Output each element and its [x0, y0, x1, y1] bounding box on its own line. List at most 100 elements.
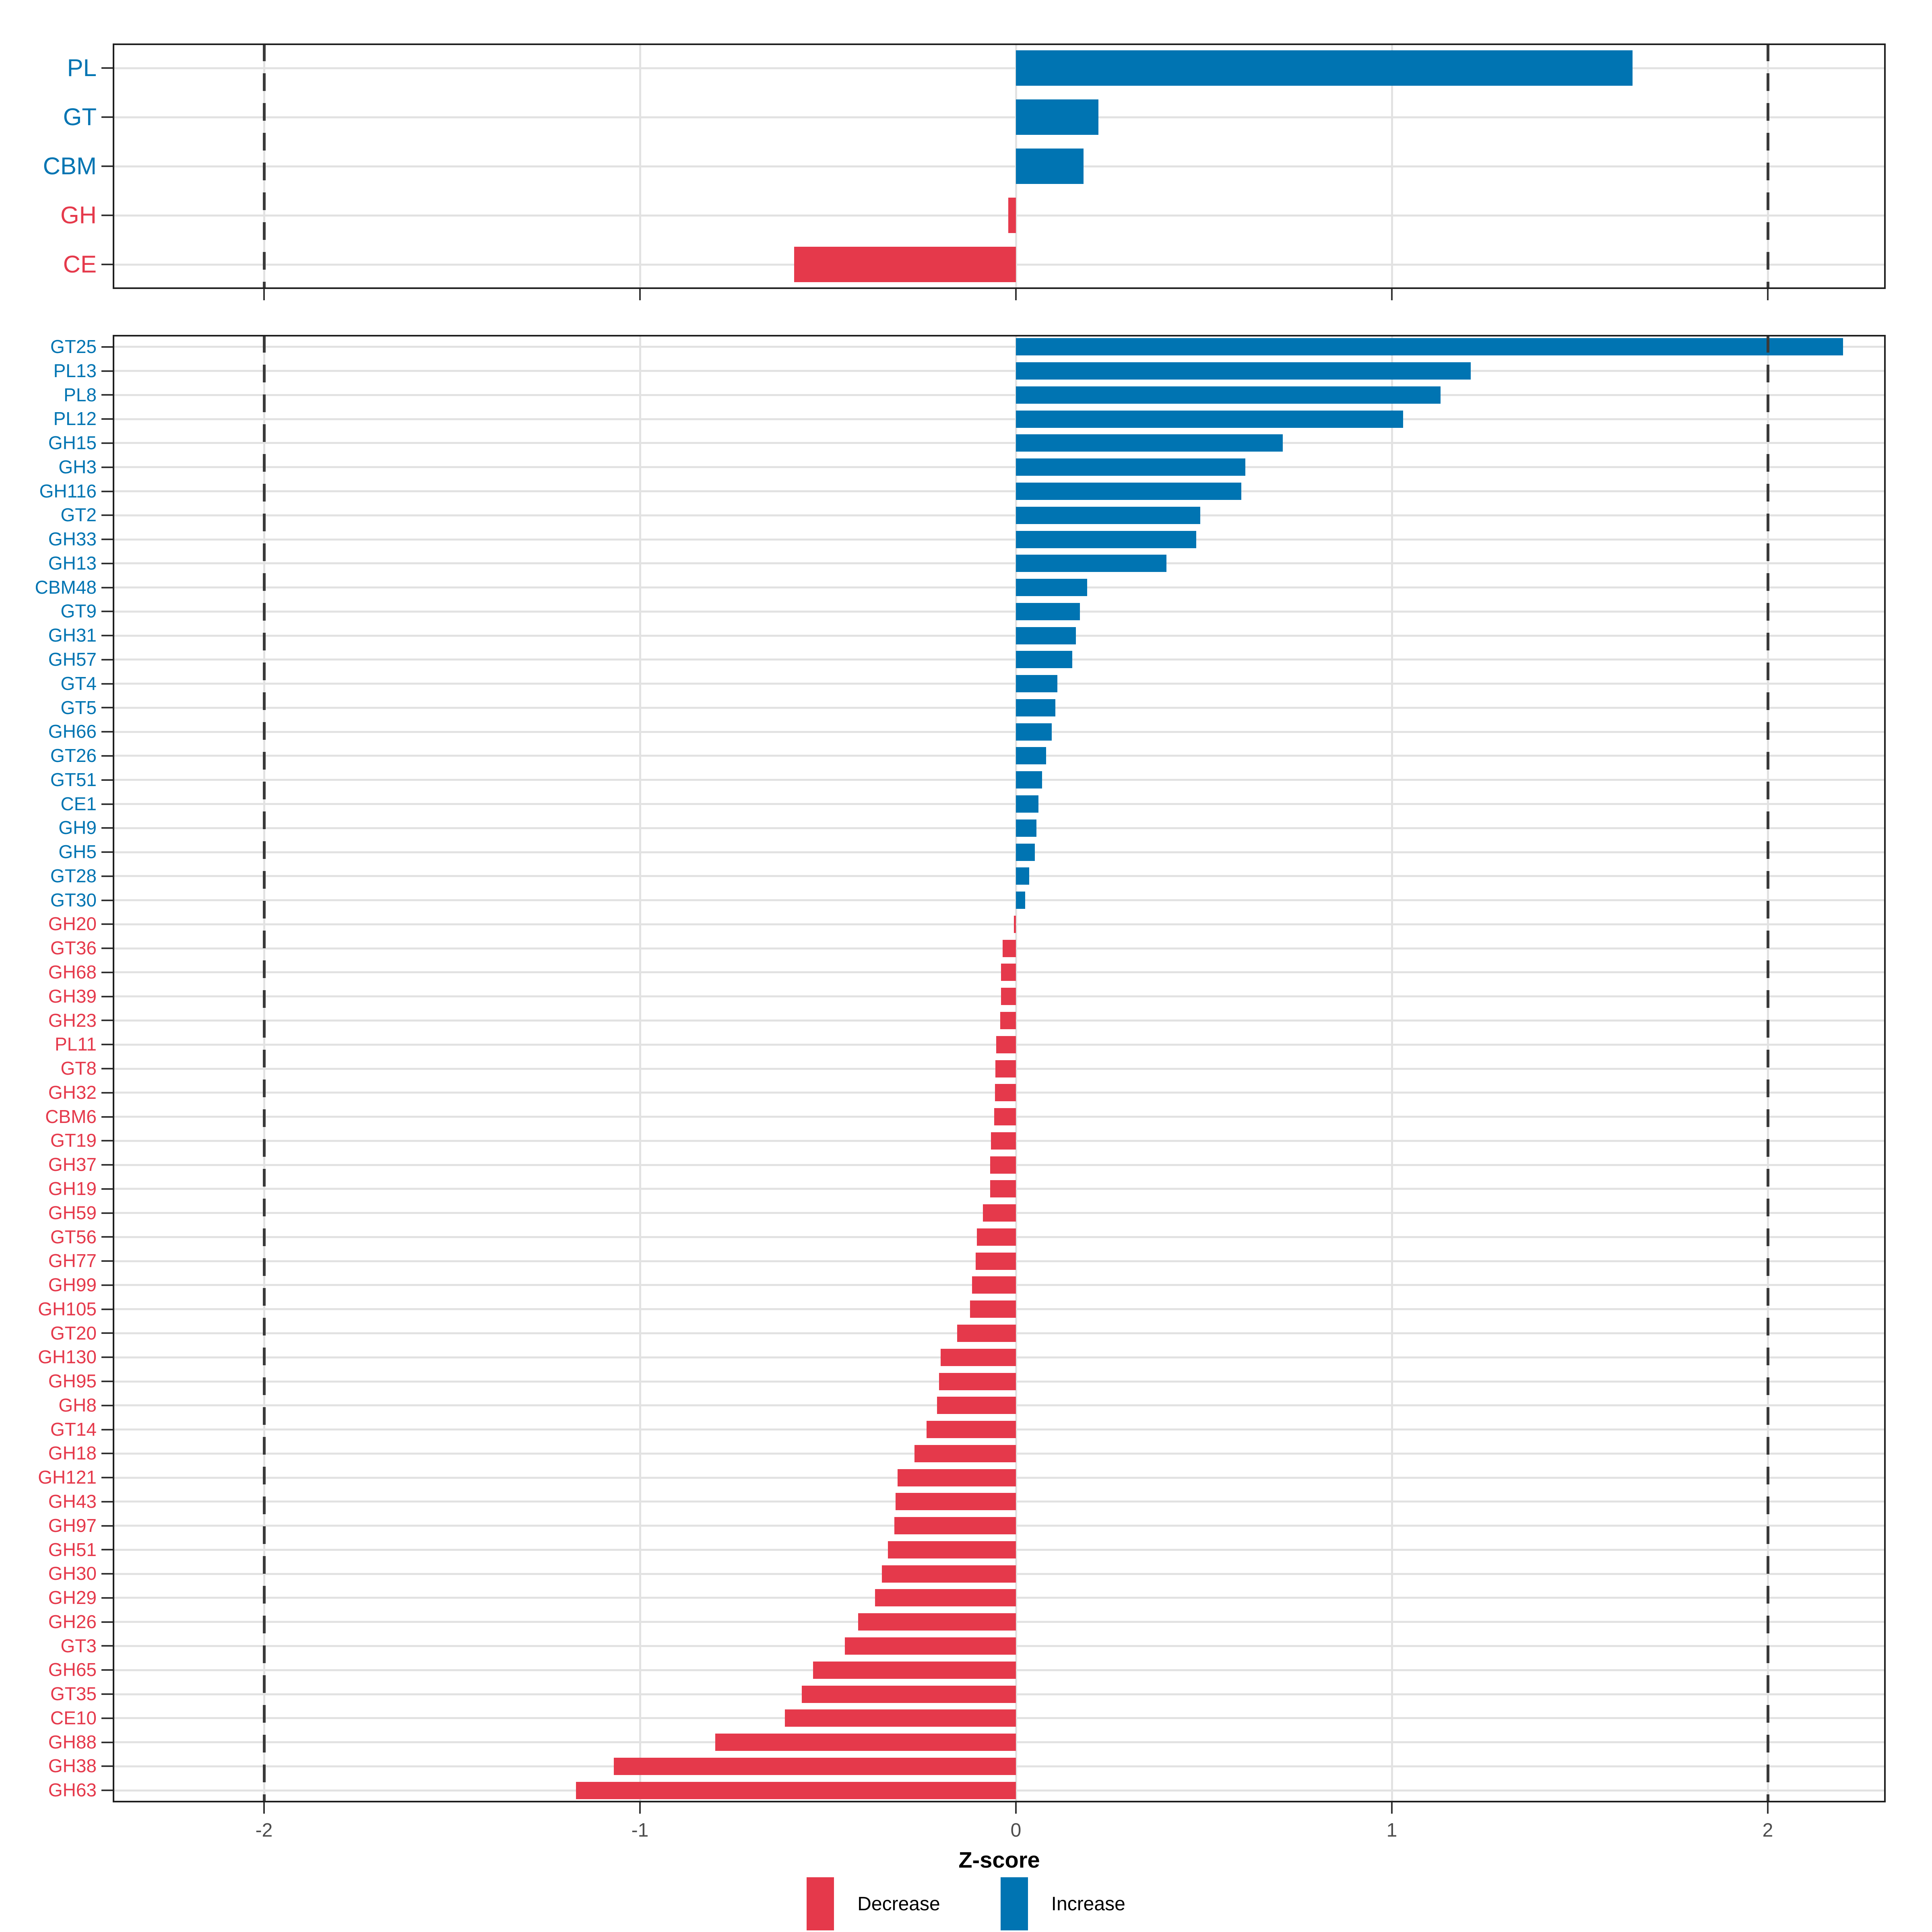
bar-CBM48: [1016, 579, 1088, 597]
x-tick-label-0: 0: [1010, 1820, 1022, 1841]
bar-GH13: [1016, 555, 1166, 572]
y-tick-GH39: [101, 995, 113, 997]
gridline-row: [113, 514, 1886, 516]
y-tick-GH19: [101, 1188, 113, 1190]
y-label-GH68: GH68: [48, 962, 97, 983]
gridline-row: [113, 851, 1886, 853]
y-label-GH51: GH51: [48, 1539, 97, 1560]
y-label-GH39: GH39: [48, 985, 97, 1007]
y-tick-CBM6: [101, 1116, 113, 1118]
y-tick-GT3: [101, 1645, 113, 1647]
y-tick-GH26: [101, 1621, 113, 1623]
x-axis-title: Z-score: [958, 1847, 1040, 1872]
gridline-row: [113, 610, 1886, 613]
y-tick-GT4: [101, 683, 113, 685]
y-label-GH105: GH105: [38, 1298, 97, 1319]
y-label-GT51: GT51: [50, 769, 97, 790]
y-label-GH19: GH19: [48, 1178, 97, 1199]
y-label-GH20: GH20: [48, 913, 97, 935]
y-tick-GT36: [101, 947, 113, 949]
x-tick--2: [263, 289, 265, 300]
gridline-row: [113, 116, 1886, 118]
y-tick-GT: [101, 116, 113, 118]
x-tick-label--1: -1: [631, 1820, 649, 1841]
gridline-row: [113, 755, 1886, 757]
y-tick-GH43: [101, 1501, 113, 1503]
gridline-row: [113, 875, 1886, 877]
gridline-row: [113, 418, 1886, 420]
y-tick-CE1: [101, 803, 113, 805]
y-label-GH23: GH23: [48, 1009, 97, 1031]
y-tick-PL12: [101, 418, 113, 420]
y-label-GH95: GH95: [48, 1371, 97, 1392]
gridline-row: [113, 923, 1886, 925]
y-tick-GT9: [101, 611, 113, 613]
x-tick-label-2: 2: [1762, 1820, 1773, 1841]
panel-enzyme-classes: [113, 43, 1886, 289]
bar-GH19: [990, 1180, 1016, 1198]
bar-GT51: [1016, 771, 1042, 789]
bar-PL11: [996, 1036, 1016, 1053]
bar-GT35: [801, 1685, 1016, 1703]
bar-GH29: [875, 1589, 1016, 1607]
y-label-GH8: GH8: [58, 1394, 97, 1416]
y-label-GT28: GT28: [50, 865, 97, 886]
gridline-row: [113, 658, 1886, 661]
y-label-GH43: GH43: [48, 1490, 97, 1512]
y-tick-GH15: [101, 442, 113, 444]
gridline-row: [113, 899, 1886, 902]
gridline-row: [113, 214, 1886, 217]
y-label-GH130: GH130: [38, 1346, 97, 1368]
y-tick-CE10: [101, 1717, 113, 1719]
gridline-row: [113, 538, 1886, 541]
y-tick-GT25: [101, 346, 113, 348]
y-label-CBM: CBM: [43, 153, 97, 180]
dashed-line-2: [1766, 335, 1769, 1802]
y-tick-GH65: [101, 1669, 113, 1671]
y-label-CE: CE: [63, 251, 97, 278]
y-tick-PL8: [101, 394, 113, 396]
y-label-GH59: GH59: [48, 1202, 97, 1223]
bar-CE: [794, 247, 1016, 282]
y-tick-GH37: [101, 1164, 113, 1166]
y-tick-GH23: [101, 1020, 113, 1022]
y-tick-PL13: [101, 370, 113, 372]
bar-GT8: [995, 1060, 1016, 1077]
y-label-GH13: GH13: [48, 552, 97, 574]
gridline-row: [113, 370, 1886, 372]
y-tick-GH51: [101, 1549, 113, 1551]
bar-GT5: [1016, 699, 1056, 716]
y-label-GH116: GH116: [39, 480, 97, 502]
y-label-GH38: GH38: [48, 1755, 97, 1777]
y-tick-GH130: [101, 1356, 113, 1358]
bar-GT56: [976, 1228, 1016, 1246]
bar-PL: [1016, 50, 1633, 86]
bar-GH8: [937, 1397, 1016, 1414]
legend-item-increase: Increase: [1000, 1877, 1125, 1930]
x-tick-2: [1767, 1802, 1769, 1814]
legend-swatch-decrease: [807, 1877, 834, 1930]
gridline-row: [113, 971, 1886, 974]
bar-PL12: [1016, 410, 1404, 428]
bar-GH5: [1016, 843, 1035, 861]
y-label-GT3: GT3: [60, 1635, 97, 1656]
y-label-GH29: GH29: [48, 1587, 97, 1608]
y-tick-CBM: [101, 165, 113, 167]
bar-GH99: [972, 1276, 1016, 1294]
x-tick--1: [639, 289, 641, 300]
x-tick-2: [1767, 289, 1769, 300]
bar-GT25: [1016, 338, 1843, 356]
y-label-PL13: PL13: [53, 360, 97, 381]
gridline-row: [113, 346, 1886, 348]
y-tick-GT51: [101, 779, 113, 781]
bar-GH38: [613, 1757, 1016, 1775]
bar-GH63: [576, 1781, 1016, 1799]
y-tick-GH97: [101, 1525, 113, 1527]
gridline-row: [113, 683, 1886, 685]
y-label-GH37: GH37: [48, 1154, 97, 1175]
bar-CBM: [1016, 149, 1084, 184]
x-tick-1: [1391, 289, 1393, 300]
y-tick-GT19: [101, 1140, 113, 1142]
bar-GT20: [957, 1324, 1016, 1342]
